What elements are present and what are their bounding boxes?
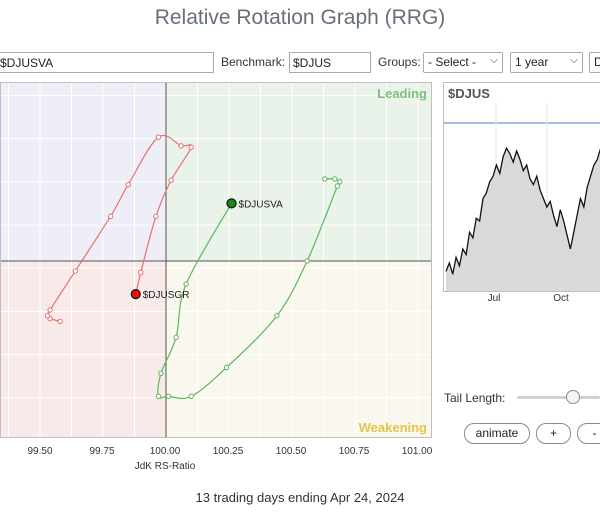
zoom-in-button[interactable]: + (536, 423, 571, 444)
series-tail-point (72, 268, 78, 274)
benchmark-x-tick: Oct (553, 293, 569, 304)
rrg-chart: $DJUSVA $DJUSGR Leading Weakening (0, 82, 432, 438)
series-head-point (226, 198, 237, 209)
series-tail-point (173, 334, 179, 341)
benchmark-line (445, 146, 600, 275)
benchmark-chart: $DJUS (443, 82, 600, 292)
toolbar: Benchmark: Groups: - Select - ⌵ 1 year ⌵… (0, 52, 600, 76)
series-tail-point (183, 281, 189, 287)
animate-button[interactable]: animate (464, 423, 530, 444)
series-tail-point (168, 177, 174, 184)
rrg-plot: $DJUSVA $DJUSGR (1, 83, 431, 437)
x-axis-title: JdK RS-Ratio (134, 461, 196, 472)
series-label: $DJUSGR (143, 290, 190, 301)
x-tick-label: 100.50 (275, 446, 307, 457)
x-tick-label: 99.75 (89, 446, 115, 457)
series-tail-point (125, 181, 131, 188)
series-tail-point (153, 213, 159, 220)
page-title: Relative Rotation Graph (RRG) (154, 6, 446, 29)
benchmark-x-tick: Jul (487, 293, 501, 304)
series-tail-point (138, 269, 144, 276)
series-tail-point (57, 318, 63, 325)
series-label: $DJUSVA (239, 199, 284, 210)
frequency-select[interactable]: D (589, 52, 600, 73)
series-tail-point (158, 370, 164, 377)
period-select-value: 1 year (515, 55, 549, 69)
series-head-point (130, 289, 141, 300)
improving-quadrant (1, 83, 166, 261)
rrg-x-axis: 99.50 99.75 100.00 100.25 100.50 100.75 … (0, 446, 432, 476)
date-range-footer: 13 trading days ending Apr 24, 2024 (195, 490, 405, 505)
series-tail-point (334, 183, 341, 189)
series-tail-line (157, 178, 342, 400)
x-tick-label: 99.50 (27, 446, 53, 457)
benchmark-area (446, 148, 600, 291)
chevron-down-icon: ⌵ (570, 55, 578, 66)
benchmark-label: Benchmark: (221, 55, 286, 69)
tail-length-label: Tail Length: (444, 391, 506, 405)
groups-select[interactable]: - Select - ⌵ (423, 52, 503, 73)
series-tail-point (107, 213, 114, 220)
groups-label: Groups: (378, 55, 421, 69)
series-tail-point (322, 176, 328, 182)
series-tail-point (178, 143, 184, 149)
groups-select-value: - Select - (428, 55, 477, 69)
benchmark-input[interactable] (289, 52, 371, 73)
x-tick-label: 101.00 (401, 446, 433, 457)
leading-label: Leading (377, 86, 427, 101)
series-tail-point (188, 393, 194, 400)
series-tail-point (274, 313, 280, 319)
series-tail-point (155, 134, 162, 140)
series-tail-point (332, 176, 338, 182)
x-tick-label: 100.25 (212, 446, 244, 457)
x-tick-label: 100.00 (149, 446, 181, 457)
series-tail-point (47, 307, 53, 313)
zoom-out-button[interactable]: - (577, 423, 600, 444)
series-tail-point (304, 258, 310, 264)
tail-length-slider-handle[interactable] (566, 390, 580, 404)
chevron-down-icon: ⌵ (490, 55, 498, 66)
series-tail-point (165, 393, 172, 400)
symbols-input[interactable] (0, 52, 214, 73)
benchmark-chart-title: $DJUS (448, 86, 490, 101)
series-tail-point (188, 144, 194, 150)
series-tail-point (44, 313, 51, 319)
frequency-select-value: D (594, 55, 600, 69)
series-tail-point (337, 179, 343, 185)
benchmark-plot (444, 103, 600, 291)
period-select[interactable]: 1 year ⌵ (510, 52, 583, 73)
weakening-label: Weakening (358, 420, 427, 435)
x-tick-label: 100.75 (338, 446, 370, 457)
tail-length-slider-track[interactable] (517, 396, 600, 399)
series-tail-point (223, 364, 230, 371)
series-tail-point (155, 393, 162, 400)
